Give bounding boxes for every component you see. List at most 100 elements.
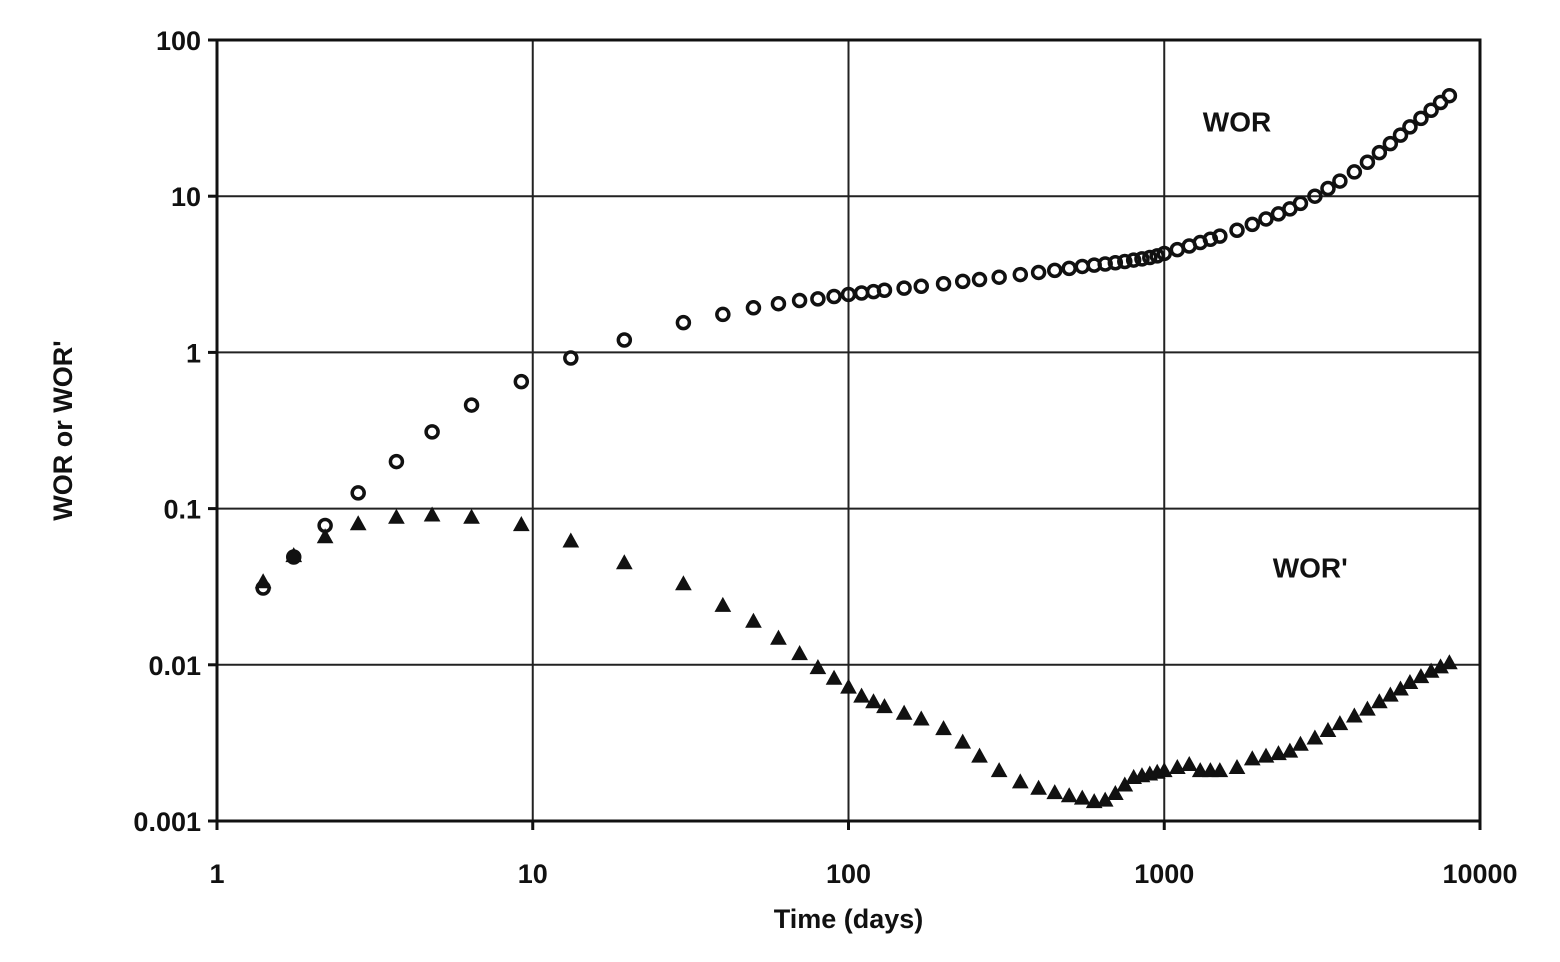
wor-point (1125, 252, 1142, 268)
wor-point (1134, 251, 1150, 267)
wor-point (1229, 222, 1245, 239)
y-tick-label: 10 (171, 182, 201, 212)
wor-derivative-point (990, 762, 1008, 778)
wor-derivative-point (1046, 784, 1064, 800)
wor-derivative-point (840, 678, 857, 694)
wor-point (810, 291, 826, 307)
x-tick-label: 1 (209, 859, 224, 889)
y-axis-title: WOR or WOR' (48, 340, 78, 520)
series-wor-derivative (254, 506, 1458, 809)
wor-point (1382, 135, 1399, 152)
wor-derivative-point (714, 596, 732, 612)
wor-derivative-point (1211, 762, 1229, 778)
wor-derivative-series-label: WOR' (1273, 552, 1348, 583)
wor-point (1244, 216, 1261, 233)
wor-point (1332, 173, 1348, 189)
wor-derivative-point (853, 687, 870, 703)
wor-derivative-point (1106, 784, 1124, 800)
wor-derivative-point (935, 720, 952, 736)
wor-derivative-point (1319, 721, 1337, 737)
wor-point (1441, 87, 1458, 104)
wor-point (350, 485, 366, 501)
wor-derivative-point (971, 747, 988, 763)
wor-derivative-point (1331, 715, 1349, 731)
wor-derivative-point (615, 554, 633, 570)
wor-derivative-point (1257, 747, 1275, 763)
wor-point (1423, 102, 1439, 119)
wor-derivative-point (895, 704, 913, 720)
wor-point (791, 292, 808, 309)
wor-derivative-point (770, 629, 787, 645)
wor-derivative-point (1359, 700, 1376, 716)
wor-point (675, 314, 692, 331)
wor-point (770, 295, 787, 312)
wor-derivative-point (1060, 787, 1078, 803)
wor-derivative-point (1073, 789, 1091, 805)
wor-point (1107, 254, 1124, 271)
x-axis-tick-labels: 1 10 100 1000 10000 (209, 859, 1517, 889)
wor-point (1142, 249, 1158, 266)
wor-point (1047, 262, 1063, 279)
data-series (254, 87, 1458, 809)
wor-derivative-point (423, 506, 441, 522)
wor-derivative-point (1168, 758, 1186, 775)
x-tick-label: 10 (518, 859, 548, 889)
wor-derivative-point (1191, 762, 1209, 778)
wor-derivative-point (1180, 755, 1198, 771)
wor-point (1359, 154, 1376, 170)
wor-derivative-point (825, 669, 843, 685)
wor-derivative-point (1228, 758, 1246, 775)
wor-point (1307, 188, 1323, 204)
wor-derivative-point (876, 698, 893, 714)
wor-point (424, 424, 440, 440)
wor-derivative-point (388, 508, 405, 524)
wor-point (954, 273, 971, 290)
x-tick-label: 100 (826, 859, 871, 889)
axis-ticks (208, 38, 1482, 830)
wor-derivative-point (1346, 707, 1363, 723)
grid-lines (216, 39, 1481, 822)
wor-derivative-point (1270, 745, 1287, 761)
wor-series-label: WOR (1203, 107, 1271, 138)
y-tick-label: 100 (156, 26, 201, 56)
wor-derivative-point (285, 547, 303, 563)
wor-derivative-point (1116, 776, 1134, 792)
wor-point (1212, 228, 1228, 244)
wor-point (971, 271, 988, 288)
wor-point (935, 276, 952, 292)
y-tick-label: 1 (186, 338, 201, 368)
wor-point (745, 300, 762, 316)
wor-derivative-point (1155, 762, 1173, 778)
wor-derivative-point (1306, 729, 1324, 745)
wor-derivative-point (954, 733, 972, 749)
wor-derivative-point (512, 516, 530, 532)
wor-derivative-point (1030, 779, 1047, 795)
wor-derivative-point (463, 508, 480, 524)
wor-point (1320, 180, 1336, 197)
wor-derivative-point (675, 575, 692, 591)
wor-derivative-point (254, 573, 272, 589)
wor-derivative-point (316, 528, 334, 544)
wor-point (1292, 195, 1309, 212)
wor-point (1413, 110, 1429, 127)
wor-point (616, 332, 633, 348)
y-tick-label: 0.001 (133, 807, 201, 837)
wor-point (1117, 253, 1133, 270)
wor-derivative-point (1441, 654, 1458, 670)
wor-point (513, 373, 530, 390)
wor-derivative-point (1085, 793, 1103, 809)
wor-point (1149, 248, 1165, 264)
wor-derivative-point (791, 645, 808, 661)
wor-point (1169, 241, 1186, 258)
wor-derivative-point (865, 693, 882, 709)
wor-point (896, 280, 912, 296)
y-axis-tick-labels: 0.001 0.01 0.1 1 10 100 (133, 26, 201, 837)
wor-point (1061, 260, 1077, 277)
y-tick-label: 0.1 (163, 495, 201, 525)
wor-derivative-point (809, 659, 827, 675)
wor-point (1402, 119, 1418, 135)
series-wor (255, 87, 1458, 596)
wor-point (1074, 258, 1091, 275)
